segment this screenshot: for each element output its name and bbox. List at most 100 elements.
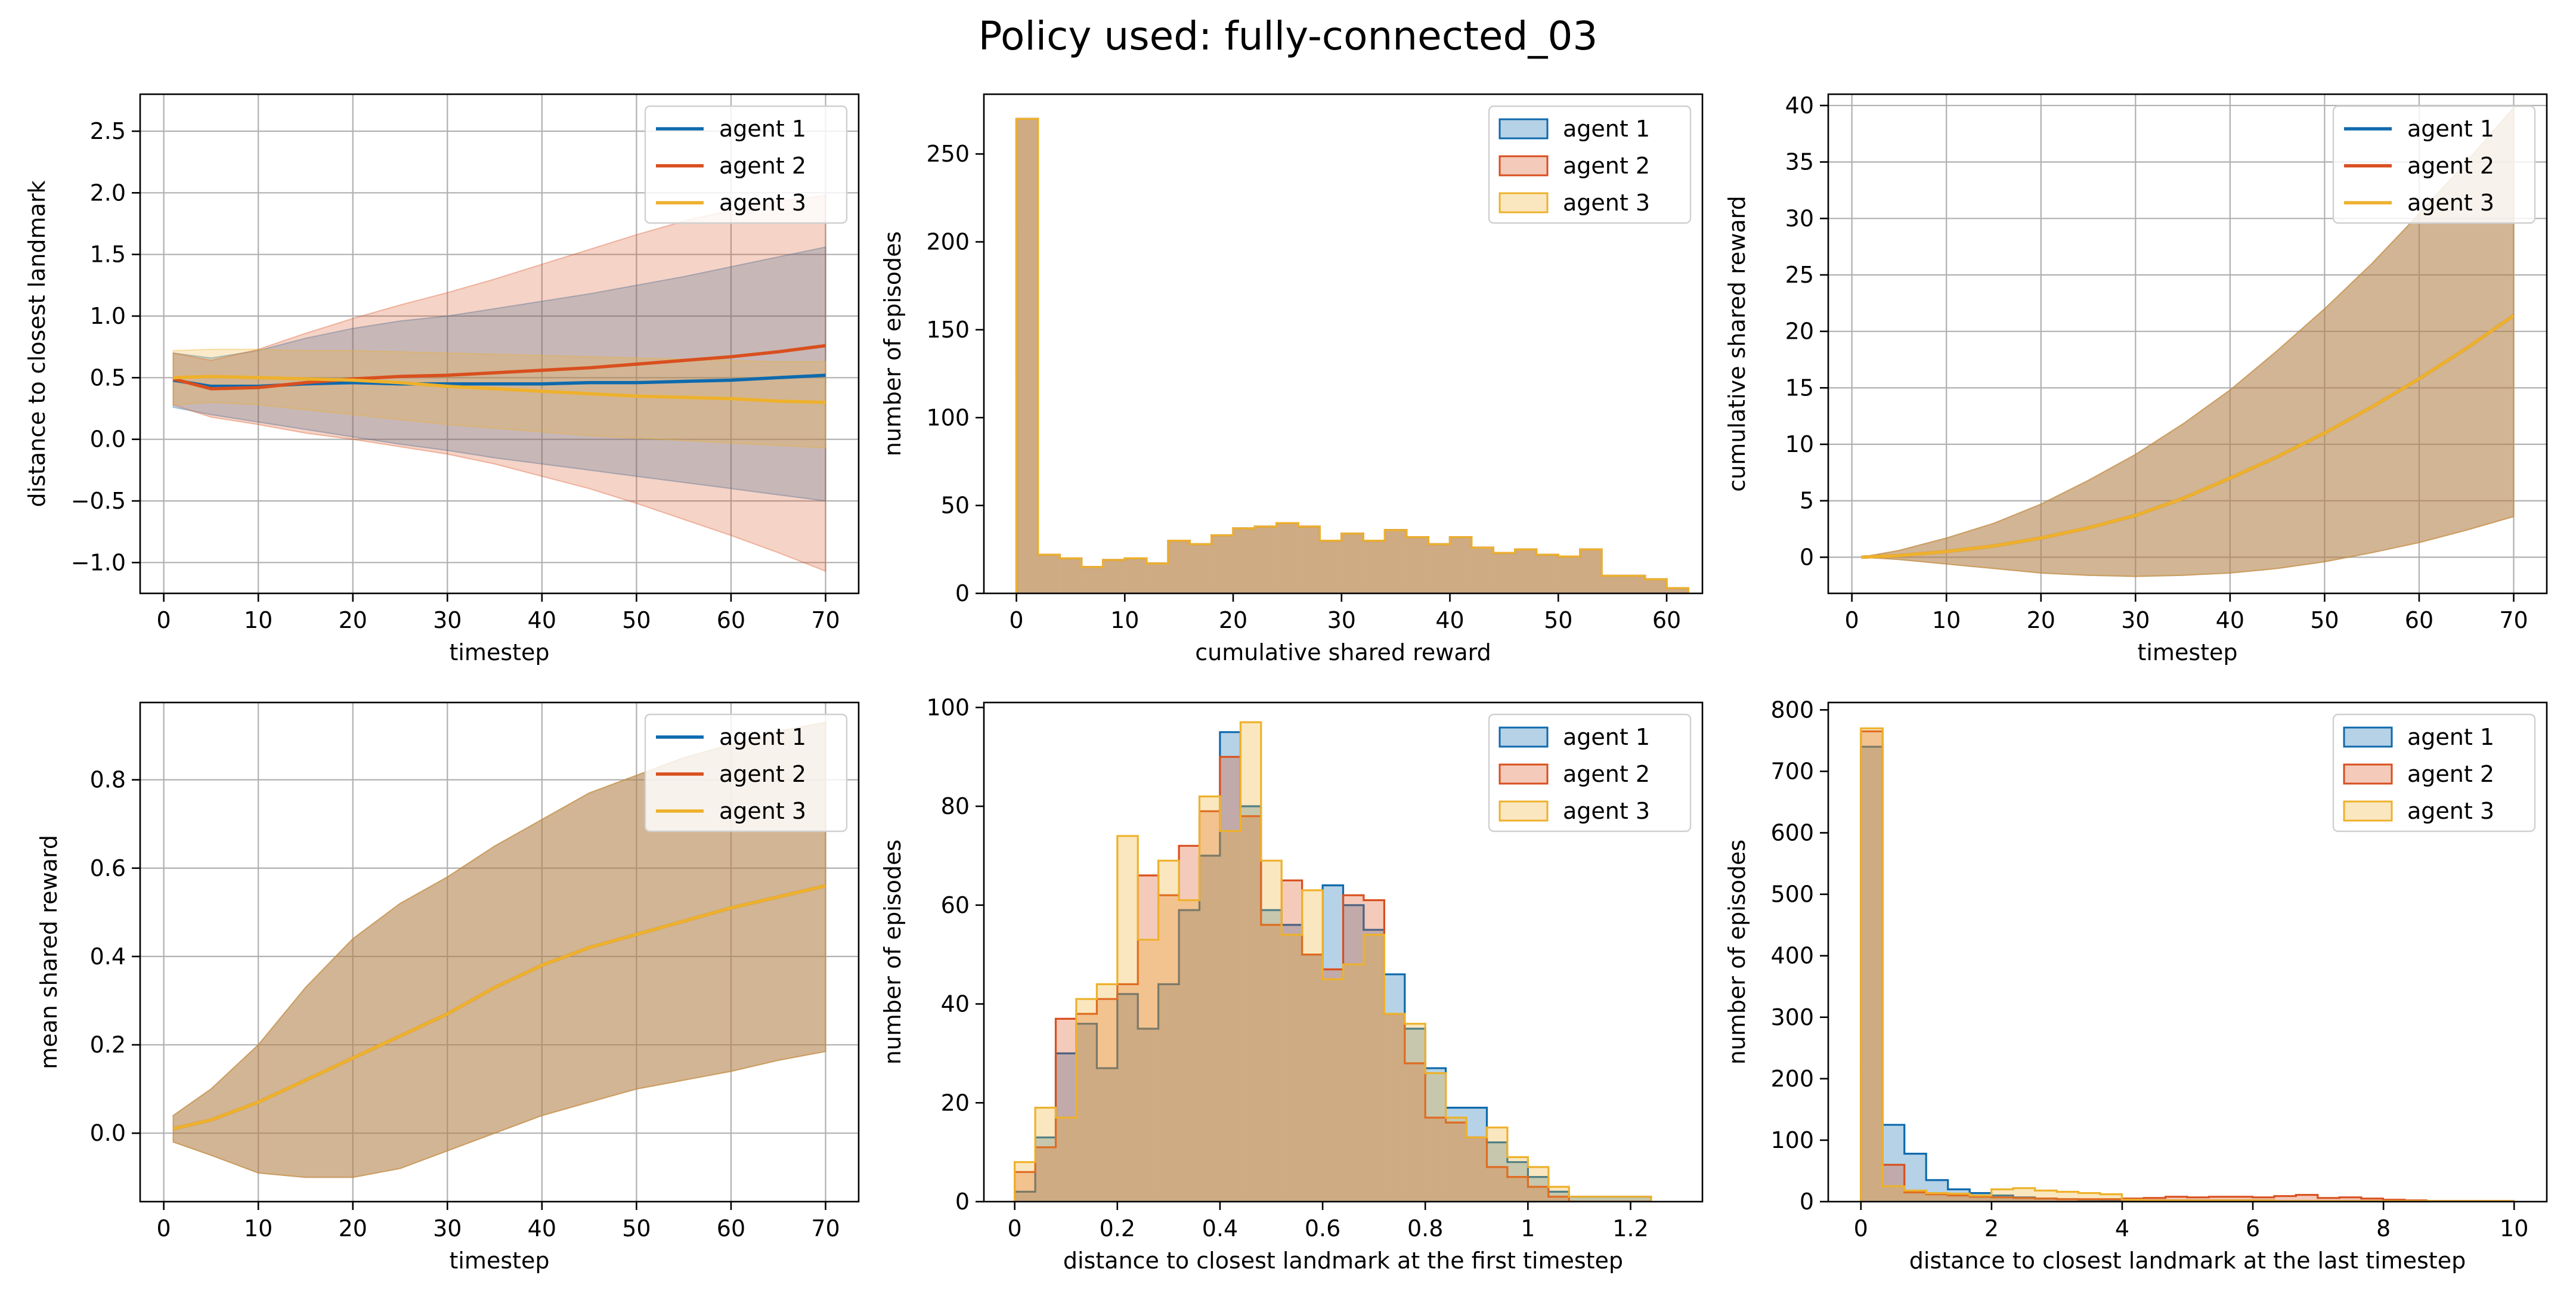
bar <box>1384 1014 1405 1202</box>
x-tick-label: 40 <box>2216 607 2244 633</box>
bar <box>1016 119 1038 593</box>
y-tick-label: 1.5 <box>90 242 126 268</box>
subplot-1: 0 10 20 30 40 50 60 70 −1.0 −0.5 0.0 0.5 1.0 1.5 2.0 2.… <box>24 93 860 666</box>
bar <box>1341 533 1364 593</box>
bar <box>1158 895 1179 1202</box>
bar <box>1623 575 1645 593</box>
bar <box>1601 575 1624 593</box>
x-axis: 0 10 20 30 40 50 60 <box>1009 593 1681 633</box>
x-axis: 0 2 4 6 8 10 <box>1854 1202 2528 1242</box>
y-tick-label: 300 <box>1770 1004 1814 1030</box>
axes-frame <box>983 93 1704 595</box>
bar <box>1081 567 1103 593</box>
bar <box>1158 861 1179 1202</box>
bar <box>1536 555 1559 593</box>
bar <box>1363 900 1385 1202</box>
x-tick-label: 50 <box>2310 607 2339 633</box>
x-axis: 0 10 20 30 40 50 60 70 <box>157 593 840 633</box>
bar <box>1970 1196 1992 1202</box>
x-tick-label: 10 <box>1110 607 1139 633</box>
plot-area <box>172 722 826 1178</box>
bar <box>1645 579 1667 593</box>
bar <box>1630 1196 1651 1202</box>
y-tick-label: 0.2 <box>90 1032 126 1058</box>
bar <box>1569 1196 1590 1202</box>
bar <box>1146 563 1168 593</box>
bar <box>1211 535 1234 593</box>
x-axis: 0 10 20 30 40 50 60 70 <box>157 1202 840 1242</box>
x-tick-label: 40 <box>1435 607 1464 633</box>
axes-frame <box>139 93 860 595</box>
bar <box>1320 540 1342 593</box>
bar <box>1425 1118 1446 1202</box>
x-tick-label: 0.8 <box>1407 1215 1443 1242</box>
bar <box>1528 1177 1549 1202</box>
bar <box>1589 1196 1611 1202</box>
bar <box>1038 555 1060 593</box>
mean-line-agent-2 <box>172 343 826 391</box>
bar <box>1055 1019 1076 1202</box>
bar <box>1406 537 1429 593</box>
bar <box>1385 530 1407 593</box>
bar <box>1076 1023 1097 1202</box>
bar <box>1466 1137 1487 1202</box>
bar <box>1276 523 1299 593</box>
legend-label-agent-2: agent 2 <box>1563 153 1650 179</box>
histogram-agent-2 <box>1013 756 1651 1202</box>
y-tick-label: 0 <box>955 1189 970 1215</box>
x-axis-label: timestep <box>449 1248 549 1274</box>
y-axis: 0 50 100 150 200 250 <box>926 141 984 606</box>
bar <box>1255 527 1277 593</box>
bar <box>1904 1190 1927 1202</box>
bar <box>1883 1186 1905 1202</box>
bar <box>1343 964 1364 1202</box>
bar <box>1384 974 1405 1202</box>
bar <box>1926 1180 1948 1202</box>
y-tick-label: 800 <box>1770 697 1814 723</box>
legend-label-agent-3: agent 3 <box>2407 190 2494 216</box>
bar <box>1580 549 1602 593</box>
bar <box>2317 1197 2340 1202</box>
bar <box>1610 1196 1631 1202</box>
y-tick-label: 100 <box>1770 1127 1814 1153</box>
legend-label-agent-2: agent 2 <box>719 153 806 179</box>
y-tick-label: 2.0 <box>90 180 126 206</box>
bar <box>1219 732 1241 1202</box>
bar <box>1276 523 1299 593</box>
plot-area <box>1861 106 2515 577</box>
x-tick-label: 30 <box>2121 607 2150 633</box>
bar <box>1298 527 1320 593</box>
bar <box>2274 1196 2296 1202</box>
bar <box>1404 1023 1426 1202</box>
x-tick-label: 0.4 <box>1202 1215 1238 1242</box>
bar <box>1450 537 1472 593</box>
bar <box>1138 875 1159 1202</box>
bar <box>1146 563 1168 593</box>
bar <box>1211 535 1234 593</box>
bar <box>2296 1194 2318 1202</box>
bar <box>1601 575 1624 593</box>
bar <box>1384 1014 1405 1202</box>
bar <box>1548 1187 1569 1202</box>
bar <box>1233 528 1255 593</box>
legend-label-agent-3: agent 3 <box>1563 190 1650 216</box>
bar <box>1425 1073 1446 1202</box>
bar <box>1558 556 1580 593</box>
bar <box>1991 1197 2014 1202</box>
bar <box>1219 831 1241 1202</box>
bar <box>1601 575 1624 593</box>
bar <box>1179 910 1200 1202</box>
bar <box>1038 555 1060 593</box>
bar <box>1302 890 1323 1202</box>
x-axis-label: timestep <box>2137 639 2237 666</box>
bar <box>1558 556 1580 593</box>
bar <box>1276 523 1299 593</box>
y-tick-label: −1.0 <box>71 549 126 575</box>
bar <box>2339 1197 2361 1202</box>
subplot-5: 0 0.2 0.4 0.6 0.8 1 1.2 0 20 40 60 80 100 distance to… <box>880 694 1704 1274</box>
histogram-outline <box>1013 721 1652 1202</box>
bar <box>1190 544 1212 593</box>
bar <box>1168 540 1190 593</box>
y-tick-label: 100 <box>926 694 970 720</box>
